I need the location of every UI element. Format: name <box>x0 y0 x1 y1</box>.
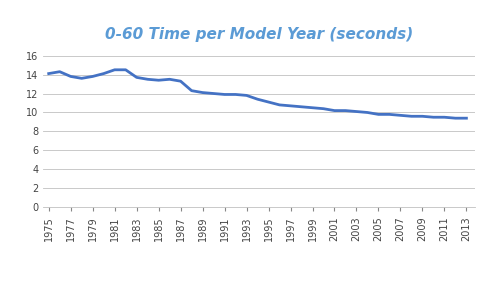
Title: 0-60 Time per Model Year (seconds): 0-60 Time per Model Year (seconds) <box>105 27 413 42</box>
